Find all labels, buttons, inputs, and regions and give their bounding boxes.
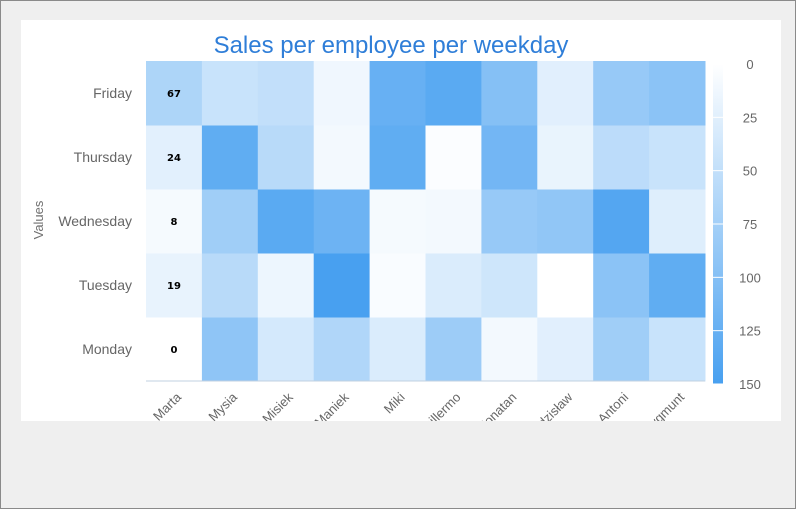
heatmap-cell-friday-2[interactable] <box>257 61 315 126</box>
data-label-friday: 67 <box>167 89 181 100</box>
color-axis-tick-6: 150 <box>739 377 761 392</box>
heatmap-cell-thursday-3[interactable] <box>313 125 371 190</box>
heatmap-cell-tuesday-1[interactable] <box>201 253 259 318</box>
y-tick-label-thursday: Thursday <box>74 149 132 165</box>
heatmap-cell-thursday-7[interactable] <box>537 125 594 190</box>
heatmap-cell-thursday-4[interactable] <box>369 125 426 190</box>
heatmap-cell-thursday-9[interactable] <box>649 125 706 190</box>
color-axis-tick-5: 125 <box>739 324 761 339</box>
x-tick-label-2: Misiek <box>259 389 296 421</box>
heatmap-cell-wednesday-6[interactable] <box>481 189 538 254</box>
color-axis-tick-3: 75 <box>743 217 757 232</box>
y-tick-label-wednesday: Wednesday <box>58 213 132 229</box>
heatmap-cell-wednesday-0[interactable] <box>146 189 203 254</box>
data-label-thursday: 24 <box>167 153 181 164</box>
heatmap-cell-tuesday-5[interactable] <box>425 253 482 318</box>
heatmap-cell-thursday-5[interactable] <box>425 125 482 190</box>
heatmap-cell-tuesday-2[interactable] <box>257 253 315 318</box>
heatmap-cell-wednesday-2[interactable] <box>257 189 315 254</box>
chart-title: Sales per employee per weekday <box>214 32 569 59</box>
heatmap-cell-friday-4[interactable] <box>369 61 426 126</box>
color-axis-tick-2: 50 <box>743 164 757 179</box>
y-tick-label-monday: Monday <box>82 341 132 357</box>
data-label-wednesday: 8 <box>170 217 177 228</box>
heatmap-cell-friday-7[interactable] <box>537 61 594 126</box>
heatmap-cell-thursday-0[interactable] <box>146 125 203 190</box>
data-label-tuesday: 19 <box>167 281 181 292</box>
heatmap-cell-tuesday-9[interactable] <box>649 253 706 318</box>
heatmap-cell-monday-8[interactable] <box>593 317 650 382</box>
heatmap-cell-monday-1[interactable] <box>201 317 259 382</box>
heatmap-cell-friday-3[interactable] <box>313 61 371 126</box>
heatmap-cell-wednesday-4[interactable] <box>369 189 426 254</box>
heatmap-cell-wednesday-3[interactable] <box>313 189 371 254</box>
heatmap-cell-tuesday-3[interactable] <box>313 253 371 318</box>
color-axis-tick-0: 0 <box>746 57 753 72</box>
heatmap-cell-wednesday-8[interactable] <box>593 189 650 254</box>
x-tick-label-3: Maniek <box>312 389 353 421</box>
heatmap-cell-monday-4[interactable] <box>369 317 426 382</box>
y-tick-label-friday: Friday <box>93 85 132 101</box>
heatmap-cell-wednesday-1[interactable] <box>201 189 259 254</box>
x-tick-label-4: Miki <box>381 389 408 416</box>
y-axis-title: Values <box>31 200 46 239</box>
x-tick-label-8: Antoni <box>595 389 632 421</box>
heatmap-cell-friday-5[interactable] <box>425 61 482 126</box>
x-tick-label-1: Mysia <box>205 389 240 421</box>
heatmap-cell-wednesday-7[interactable] <box>537 189 594 254</box>
heatmap-cell-monday-9[interactable] <box>649 317 706 382</box>
heatmap-cell-thursday-6[interactable] <box>481 125 538 190</box>
color-axis-tick-1: 25 <box>743 110 757 125</box>
heatmap-cell-tuesday-6[interactable] <box>481 253 538 318</box>
color-axis-tick-4: 100 <box>739 270 761 285</box>
chart-card: Sales per employee per weekday Values Mo… <box>21 20 781 421</box>
heatmap-cell-monday-5[interactable] <box>425 317 482 382</box>
x-tick-label-6: Jonatan <box>476 390 519 421</box>
heatmap-cell-wednesday-9[interactable] <box>649 189 706 254</box>
x-tick-label-7: Zdzisław <box>529 389 576 421</box>
heatmap-cell-thursday-2[interactable] <box>257 125 315 190</box>
x-tick-label-0: Marta <box>150 389 185 421</box>
x-tick-label-9: Zygmunt <box>641 389 688 421</box>
heatmap-chart: Sales per employee per weekday Values Mo… <box>31 32 761 421</box>
heatmap-cell-monday-6[interactable] <box>481 317 538 382</box>
y-tick-label-tuesday: Tuesday <box>79 277 132 293</box>
heatmap-cell-monday-7[interactable] <box>537 317 594 382</box>
heatmap-cell-wednesday-5[interactable] <box>425 189 482 254</box>
heatmap-cell-friday-8[interactable] <box>593 61 650 126</box>
x-tick-label-5: Guillermo <box>414 390 464 421</box>
heatmap-cell-tuesday-8[interactable] <box>593 253 650 318</box>
heatmap-cell-monday-3[interactable] <box>313 317 371 382</box>
heatmap-cell-friday-0[interactable] <box>146 61 203 126</box>
heatmap-cell-monday-2[interactable] <box>257 317 315 382</box>
heatmap-cell-thursday-8[interactable] <box>593 125 650 190</box>
heatmap-cell-friday-9[interactable] <box>649 61 706 126</box>
heatmap-cell-tuesday-0[interactable] <box>146 253 203 318</box>
data-label-monday: 0 <box>170 345 177 356</box>
heatmap-cell-monday-0[interactable] <box>146 317 203 382</box>
heatmap-cell-tuesday-4[interactable] <box>369 253 426 318</box>
heatmap-cell-friday-6[interactable] <box>481 61 538 126</box>
heatmap-cell-tuesday-7[interactable] <box>537 253 594 318</box>
heatmap-cell-friday-1[interactable] <box>201 61 259 126</box>
heatmap-cell-thursday-1[interactable] <box>201 125 259 190</box>
